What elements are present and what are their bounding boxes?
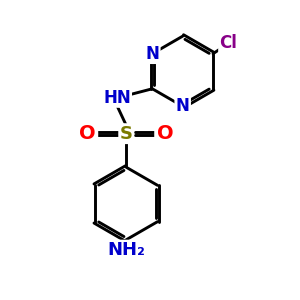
Text: NH₂: NH₂ [107, 241, 145, 259]
Text: O: O [157, 124, 174, 143]
Text: N: N [176, 97, 190, 115]
Text: N: N [146, 45, 159, 63]
Text: O: O [79, 124, 95, 143]
Text: S: S [120, 125, 133, 143]
Text: Cl: Cl [219, 34, 237, 52]
Text: HN: HN [103, 89, 131, 107]
